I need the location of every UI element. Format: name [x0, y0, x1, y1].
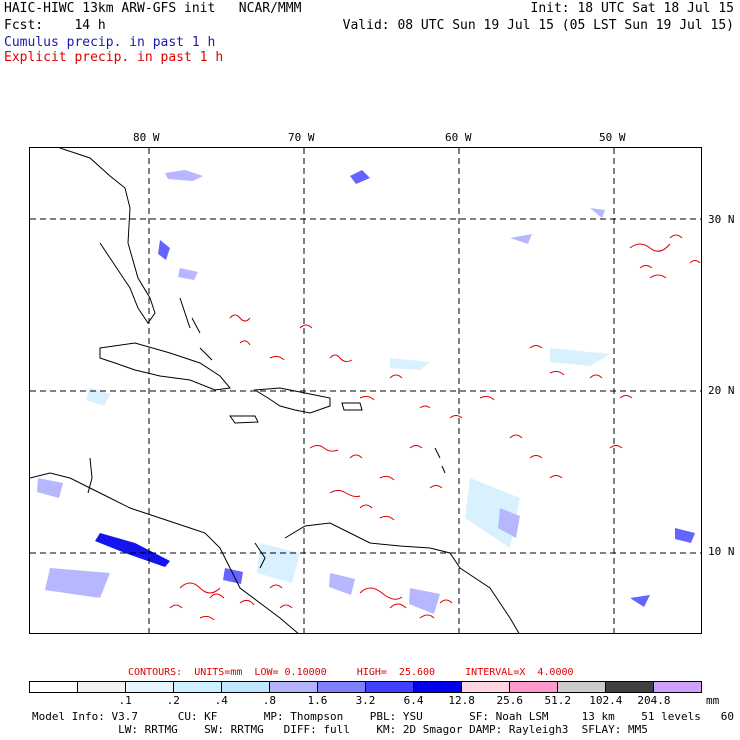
colorbar-tick-label: 12.8	[448, 694, 475, 707]
colorbar-swatch	[558, 682, 606, 692]
model-info-line2: LW: RRTMG SW: RRTMG DIFF: full KM: 2D Sm…	[32, 723, 648, 736]
explicit-precip-contours	[169, 234, 701, 621]
colorbar-swatch	[78, 682, 126, 692]
map-canvas	[30, 148, 701, 633]
colorbar-tick-label: 25.6	[496, 694, 523, 707]
title-left: HAIC-HIWC 13km ARW-GFS init NCAR/MMM	[4, 1, 302, 16]
lon-label-60w: 60 W	[445, 131, 472, 144]
cumulus-precip-shading	[37, 170, 695, 614]
colorbar-unit: mm	[706, 694, 720, 707]
cumulus-legend: Cumulus precip. in past 1 h	[4, 35, 216, 50]
colorbar-tick-label: .1	[118, 694, 132, 707]
colorbar-swatch	[462, 682, 510, 692]
lat-label-20n: 20 N	[708, 384, 735, 397]
colorbar-tick-label: 102.4	[589, 694, 623, 707]
lon-label-50w: 50 W	[599, 131, 626, 144]
lon-label-70w: 70 W	[288, 131, 315, 144]
colorbar-swatch	[174, 682, 222, 692]
colorbar-tick-label: 6.4	[403, 694, 424, 707]
colorbar-swatch	[126, 682, 174, 692]
colorbar-tick-label: 1.6	[307, 694, 328, 707]
lat-label-10n: 10 N	[708, 545, 735, 558]
colorbar-tick-label: .8	[262, 694, 276, 707]
colorbar-swatch	[654, 682, 701, 692]
colorbar-swatch	[222, 682, 270, 692]
graticule	[30, 148, 701, 633]
colorbar-tick-label: 204.8	[637, 694, 671, 707]
precip-colorbar	[29, 681, 702, 693]
colorbar-swatch	[414, 682, 462, 692]
valid-time: Valid: 08 UTC Sun 19 Jul 15 (05 LST Sun …	[342, 18, 734, 33]
contour-info: CONTOURS: UNITS=mm LOW= 0.10000 HIGH= 25…	[128, 667, 574, 678]
colorbar-tick-label: 3.2	[355, 694, 376, 707]
colorbar-swatch	[318, 682, 366, 692]
lat-label-30n: 30 N	[708, 213, 735, 226]
init-time: Init: 18 UTC Sat 18 Jul 15	[530, 1, 735, 16]
model-info-line1: Model Info: V3.7 CU: KF MP: Thompson PBL…	[32, 710, 740, 723]
colorbar-tick-label: 51.2	[544, 694, 572, 707]
precip-map	[29, 147, 702, 634]
colorbar-swatch	[270, 682, 318, 692]
colorbar-tick-label: .2	[166, 694, 180, 707]
coastlines	[30, 148, 520, 633]
colorbar-swatch	[30, 682, 78, 692]
colorbar-swatch	[510, 682, 558, 692]
colorbar-swatch	[606, 682, 654, 692]
lon-label-80w: 80 W	[133, 131, 160, 144]
forecast-hour: Fcst: 14 h	[4, 18, 106, 33]
explicit-legend: Explicit precip. in past 1 h	[4, 50, 224, 65]
colorbar-swatch	[366, 682, 414, 692]
colorbar-tick-label: .4	[214, 694, 228, 707]
